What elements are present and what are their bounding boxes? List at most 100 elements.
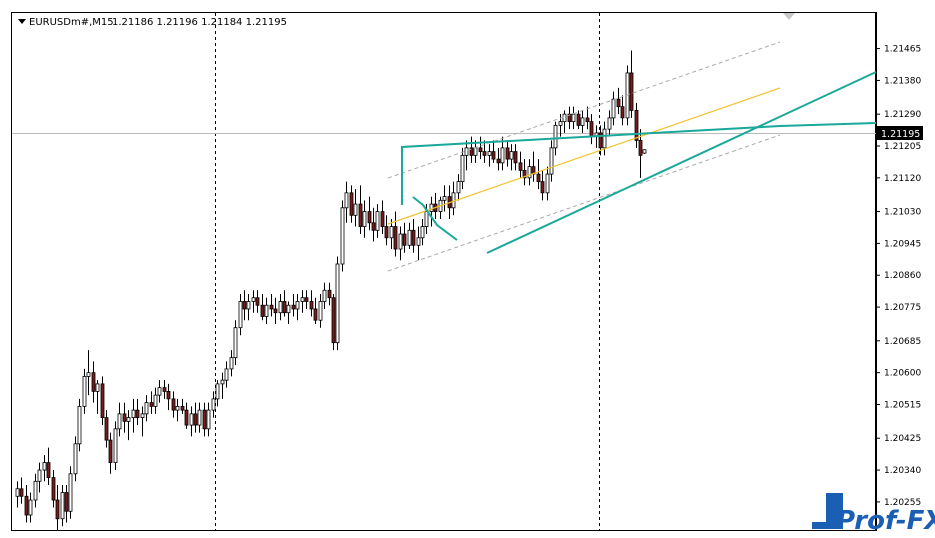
candle-body-bull bbox=[473, 147, 478, 156]
regression-channel-lower[interactable] bbox=[387, 134, 781, 272]
candle bbox=[384, 215, 389, 246]
candle-body-bull bbox=[344, 192, 349, 209]
candle bbox=[353, 189, 358, 227]
candle-body-bear bbox=[411, 229, 416, 246]
candle bbox=[549, 140, 554, 182]
candle bbox=[505, 140, 510, 167]
candle bbox=[42, 455, 47, 482]
candle bbox=[322, 282, 327, 309]
candle bbox=[171, 391, 176, 418]
candle bbox=[602, 121, 607, 156]
candle-body-bear bbox=[505, 147, 510, 160]
candle bbox=[55, 485, 60, 530]
candle-body-bull bbox=[246, 301, 251, 310]
candle bbox=[224, 361, 229, 388]
support-trendline[interactable] bbox=[486, 71, 877, 254]
candle-body-bull bbox=[607, 117, 612, 130]
price-axis-label: 1.20685 bbox=[884, 337, 921, 347]
candle bbox=[545, 166, 550, 201]
candle-body-bull bbox=[33, 480, 38, 501]
regression-midline[interactable] bbox=[387, 87, 781, 225]
candle bbox=[286, 301, 291, 324]
candle-body-bull bbox=[37, 469, 42, 482]
plot-area-border bbox=[11, 12, 876, 531]
candle bbox=[51, 470, 56, 508]
candle-body-bear bbox=[24, 495, 29, 516]
candle-body-bear bbox=[291, 304, 296, 310]
candle bbox=[46, 447, 51, 486]
candle bbox=[295, 293, 300, 321]
candle bbox=[496, 147, 501, 171]
candle bbox=[607, 110, 612, 137]
candle-body-bear bbox=[380, 211, 385, 227]
candle bbox=[642, 149, 647, 154]
candle-body-bear bbox=[64, 492, 69, 512]
candle-body-bear bbox=[598, 132, 603, 149]
candle-body-bear bbox=[255, 297, 260, 306]
candle bbox=[153, 387, 158, 414]
candle bbox=[420, 219, 425, 246]
candle bbox=[380, 200, 385, 235]
fan-line-short[interactable] bbox=[412, 196, 424, 206]
candle bbox=[411, 219, 416, 253]
price-axis: 1.21465 1.21380 1.21290 1.21205 1.21120 1.210… bbox=[876, 45, 921, 508]
candle bbox=[398, 226, 403, 261]
candle bbox=[86, 350, 91, 396]
candle-body-bull bbox=[487, 151, 492, 156]
candle bbox=[402, 222, 407, 253]
candle-body-bull bbox=[77, 405, 82, 445]
candle-body-bull bbox=[424, 211, 429, 227]
candle bbox=[576, 110, 581, 130]
candle bbox=[64, 485, 69, 523]
candle bbox=[269, 293, 274, 317]
resistance-trendline[interactable] bbox=[401, 122, 877, 205]
symbol-menu-arrow-icon[interactable] bbox=[18, 19, 26, 24]
candle bbox=[344, 181, 349, 223]
candle bbox=[246, 293, 251, 321]
candle bbox=[416, 226, 421, 261]
candle-body-bull bbox=[442, 196, 447, 201]
candle-body-bear bbox=[242, 301, 247, 310]
candle bbox=[162, 380, 167, 399]
analysis-objects[interactable] bbox=[387, 41, 877, 272]
chart-shift-marker[interactable] bbox=[783, 13, 795, 20]
candle bbox=[184, 402, 189, 429]
candle bbox=[629, 50, 634, 118]
current-price-tag: 1.21195 bbox=[877, 126, 923, 140]
candle bbox=[611, 91, 616, 126]
candle-body-bull bbox=[60, 492, 65, 520]
candle-body-bear bbox=[629, 72, 634, 111]
candle-body-bear bbox=[304, 297, 309, 302]
candle-body-bull bbox=[68, 473, 73, 512]
candle-body-bull bbox=[318, 301, 323, 321]
candle bbox=[562, 110, 567, 133]
candle-body-bear bbox=[91, 372, 96, 392]
candle-body-bear bbox=[371, 222, 376, 231]
candle-body-bear bbox=[51, 477, 56, 501]
candle-body-bull bbox=[95, 383, 100, 392]
candle-body-bear bbox=[491, 151, 496, 160]
price-axis-label: 1.21290 bbox=[884, 110, 921, 120]
candle bbox=[567, 106, 572, 130]
candle bbox=[15, 481, 20, 508]
candle-body-bull bbox=[464, 147, 469, 156]
candle-body-bear bbox=[202, 409, 207, 430]
candle-body-bull bbox=[571, 113, 576, 123]
candle-body-bear bbox=[393, 226, 398, 250]
candle bbox=[464, 140, 469, 171]
candle bbox=[371, 207, 376, 242]
candle-body-bull bbox=[362, 211, 367, 227]
candle-body-bull bbox=[144, 402, 149, 415]
fan-line-long[interactable] bbox=[422, 204, 458, 241]
candle-body-bear bbox=[536, 173, 541, 182]
candle bbox=[206, 402, 211, 437]
candle-body-bull bbox=[42, 462, 47, 471]
candle bbox=[522, 159, 527, 186]
candle-body-bull bbox=[220, 379, 225, 385]
candle bbox=[318, 293, 323, 328]
candle bbox=[131, 398, 136, 433]
regression-channel-upper[interactable] bbox=[387, 41, 781, 179]
symbol-timeframe: EURUSDm#,M15 bbox=[29, 17, 114, 28]
